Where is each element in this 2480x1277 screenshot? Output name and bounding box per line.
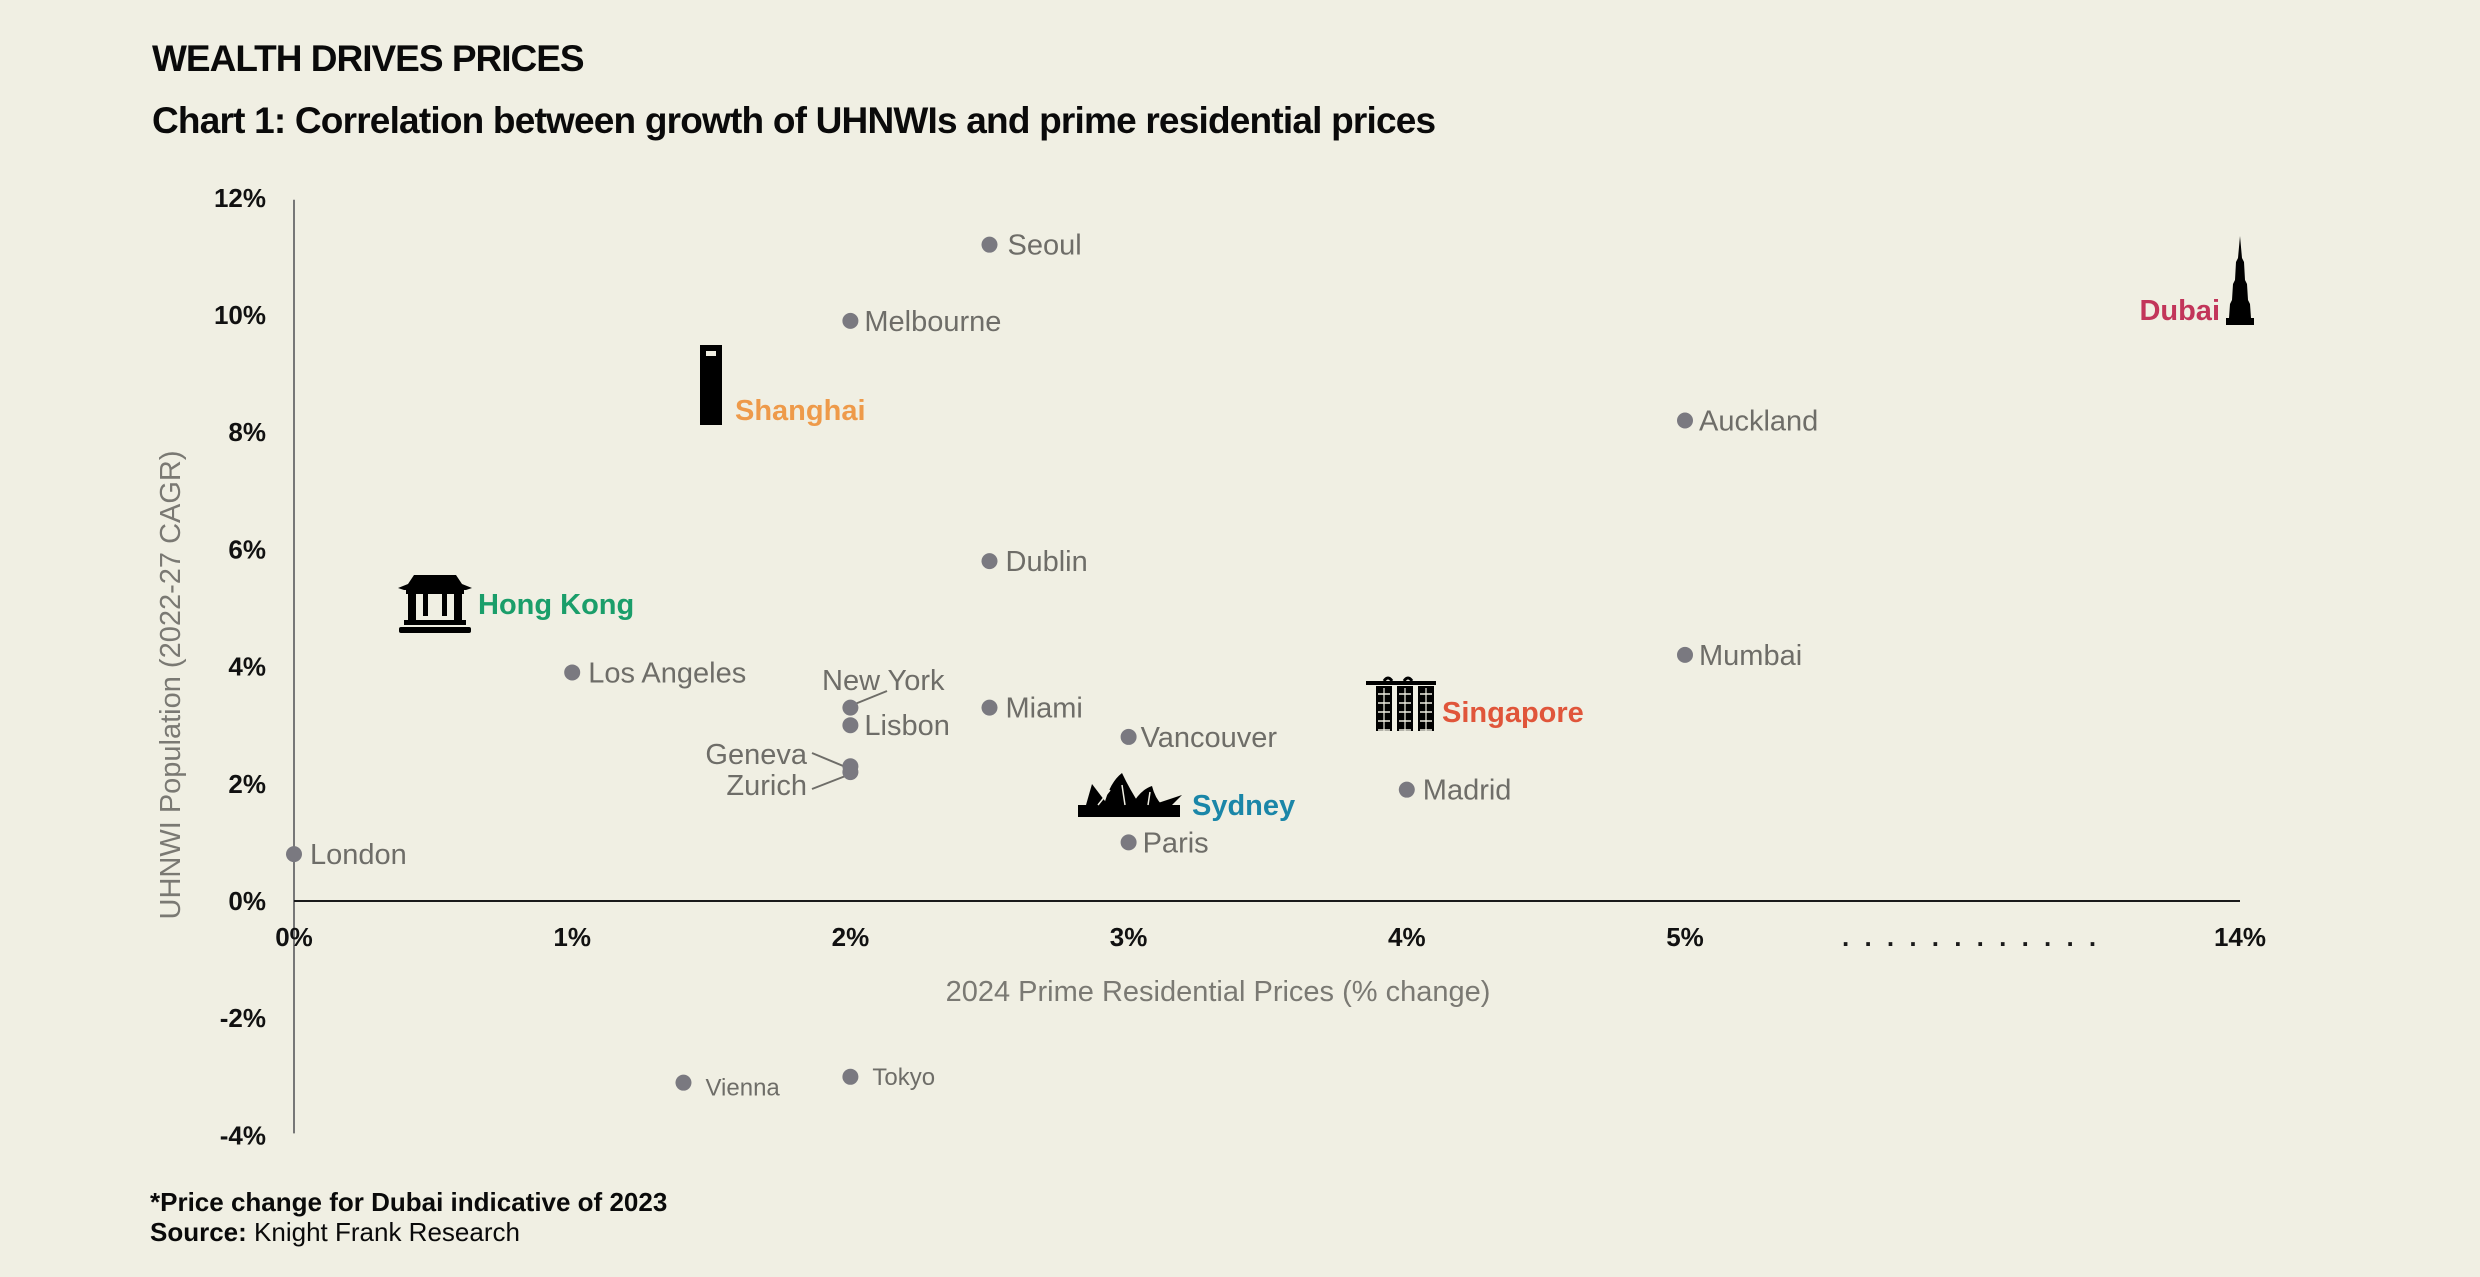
y-tick-label: 4% xyxy=(228,652,266,682)
data-point-paris: Paris xyxy=(1120,827,1209,859)
x-axis-label: 2024 Prime Residential Prices (% change) xyxy=(946,976,1491,1008)
point-label: Lisbon xyxy=(864,710,949,742)
point-label: Dubai xyxy=(2139,295,2220,327)
x-tick-label: 14% xyxy=(2214,922,2266,952)
data-point-auckland: Auckland xyxy=(1677,405,1818,437)
source-text: Knight Frank Research xyxy=(254,1217,520,1247)
data-point-tokyo: Tokyo xyxy=(842,1064,935,1091)
point-marker xyxy=(981,236,998,253)
data-point-singapore: Singapore xyxy=(1366,676,1584,731)
data-point-vancouver: Vancouver xyxy=(1120,722,1278,754)
point-label: Mumbai xyxy=(1699,640,1802,672)
point-label: Auckland xyxy=(1699,405,1818,437)
point-label: Madrid xyxy=(1423,775,1512,807)
point-label: London xyxy=(310,839,407,871)
point-label: Zurich xyxy=(726,770,807,802)
footnote: *Price change for Dubai indicative of 20… xyxy=(150,1187,668,1217)
x-tick-labels: 0% 1% 2% 3% 4% 5% 14% xyxy=(275,922,2266,952)
dubai-landmark-icon xyxy=(2226,236,2254,325)
point-marker xyxy=(1120,728,1137,745)
y-tick-label: -4% xyxy=(220,1120,266,1150)
point-label: Vienna xyxy=(705,1075,780,1102)
leader-line xyxy=(811,752,849,769)
point-marker xyxy=(1120,834,1137,851)
x-tick-label: 5% xyxy=(1666,922,1704,952)
y-tick-label: 12% xyxy=(214,183,266,213)
point-marker xyxy=(842,699,859,716)
axes xyxy=(293,199,2240,1134)
data-point-seoul: Seoul xyxy=(981,230,1082,262)
source-label: Source: xyxy=(150,1217,247,1247)
data-point-lisbon: Lisbon xyxy=(842,710,950,742)
data-point-new-york: New York xyxy=(822,665,945,716)
data-point-miami: Miami xyxy=(981,693,1083,725)
y-axis-label: UHNWI Population (2022-27 CAGR) xyxy=(155,450,187,919)
x-tick-label: 1% xyxy=(553,922,591,952)
x-tick-label: 4% xyxy=(1388,922,1426,952)
data-point-dublin: Dublin xyxy=(981,546,1088,578)
data-point-melbourne: Melbourne xyxy=(842,306,1001,338)
data-point-london: London xyxy=(286,839,407,871)
point-marker xyxy=(981,699,998,716)
point-marker xyxy=(286,846,302,863)
source-line: Source: Knight Frank Research xyxy=(150,1217,520,1248)
y-tick-label: 2% xyxy=(228,769,266,799)
point-marker xyxy=(1677,412,1693,429)
point-marker xyxy=(675,1074,692,1091)
leader-line xyxy=(811,774,849,790)
point-label: Seoul xyxy=(1008,230,1082,262)
y-tick-labels: 12% 10% 8% 6% 4% 2% 0% -2% -4% xyxy=(214,183,266,1151)
data-point-hong-kong: Hong Kong xyxy=(398,575,634,633)
point-label: Melbourne xyxy=(864,306,1001,338)
point-label: Sydney xyxy=(1192,790,1295,822)
shanghai-landmark-icon xyxy=(700,345,722,425)
data-points: Seoul Melbourne Shanghai Auckland Dubai Dubli… xyxy=(286,230,2254,1102)
data-point-dubai: Dubai xyxy=(2139,236,2254,327)
y-tick-label: 10% xyxy=(214,300,266,330)
point-marker xyxy=(1398,781,1415,798)
x-tick-label: 3% xyxy=(1110,922,1148,952)
data-point-los-angeles: Los Angeles xyxy=(564,657,746,689)
x-axis-break-marker: . . . . . . . . . . . . xyxy=(1842,922,2100,952)
point-marker xyxy=(981,553,998,570)
point-label: Singapore xyxy=(1442,697,1584,729)
x-tick-label: 2% xyxy=(832,922,870,952)
data-point-sydney: Sydney xyxy=(1078,773,1295,822)
point-label: Miami xyxy=(1006,693,1083,725)
point-label: Paris xyxy=(1143,827,1209,859)
point-marker xyxy=(842,312,859,329)
chart-kicker: WEALTH DRIVES PRICES xyxy=(152,38,585,79)
y-tick-label: -2% xyxy=(220,1003,266,1033)
point-label: Geneva xyxy=(705,739,807,771)
point-label: Los Angeles xyxy=(588,657,746,689)
data-point-madrid: Madrid xyxy=(1398,775,1512,807)
data-point-zurich: Zurich xyxy=(726,764,859,802)
point-marker xyxy=(842,717,859,734)
point-label: Hong Kong xyxy=(478,589,634,621)
sydney-landmark-icon xyxy=(1078,773,1182,817)
data-point-geneva: Geneva xyxy=(705,739,859,775)
data-point-shanghai: Shanghai xyxy=(700,345,866,427)
data-point-vienna: Vienna xyxy=(675,1074,780,1102)
point-marker xyxy=(842,1068,859,1085)
data-point-mumbai: Mumbai xyxy=(1677,640,1802,672)
y-tick-label: 8% xyxy=(228,417,266,447)
hong-kong-landmark-icon xyxy=(398,575,472,633)
point-label: Vancouver xyxy=(1141,722,1278,754)
y-tick-label: 6% xyxy=(228,534,266,564)
singapore-landmark-icon xyxy=(1366,676,1436,731)
y-tick-label: 0% xyxy=(228,886,266,916)
point-label: New York xyxy=(822,665,945,697)
chart-title: Chart 1: Correlation between growth of U… xyxy=(152,100,1436,141)
point-label: Tokyo xyxy=(872,1064,935,1091)
point-marker xyxy=(842,764,859,781)
point-label: Shanghai xyxy=(735,395,866,427)
x-tick-label: 0% xyxy=(275,922,313,952)
point-marker xyxy=(564,664,581,681)
point-label: Dublin xyxy=(1006,546,1088,578)
point-marker xyxy=(1677,646,1693,663)
